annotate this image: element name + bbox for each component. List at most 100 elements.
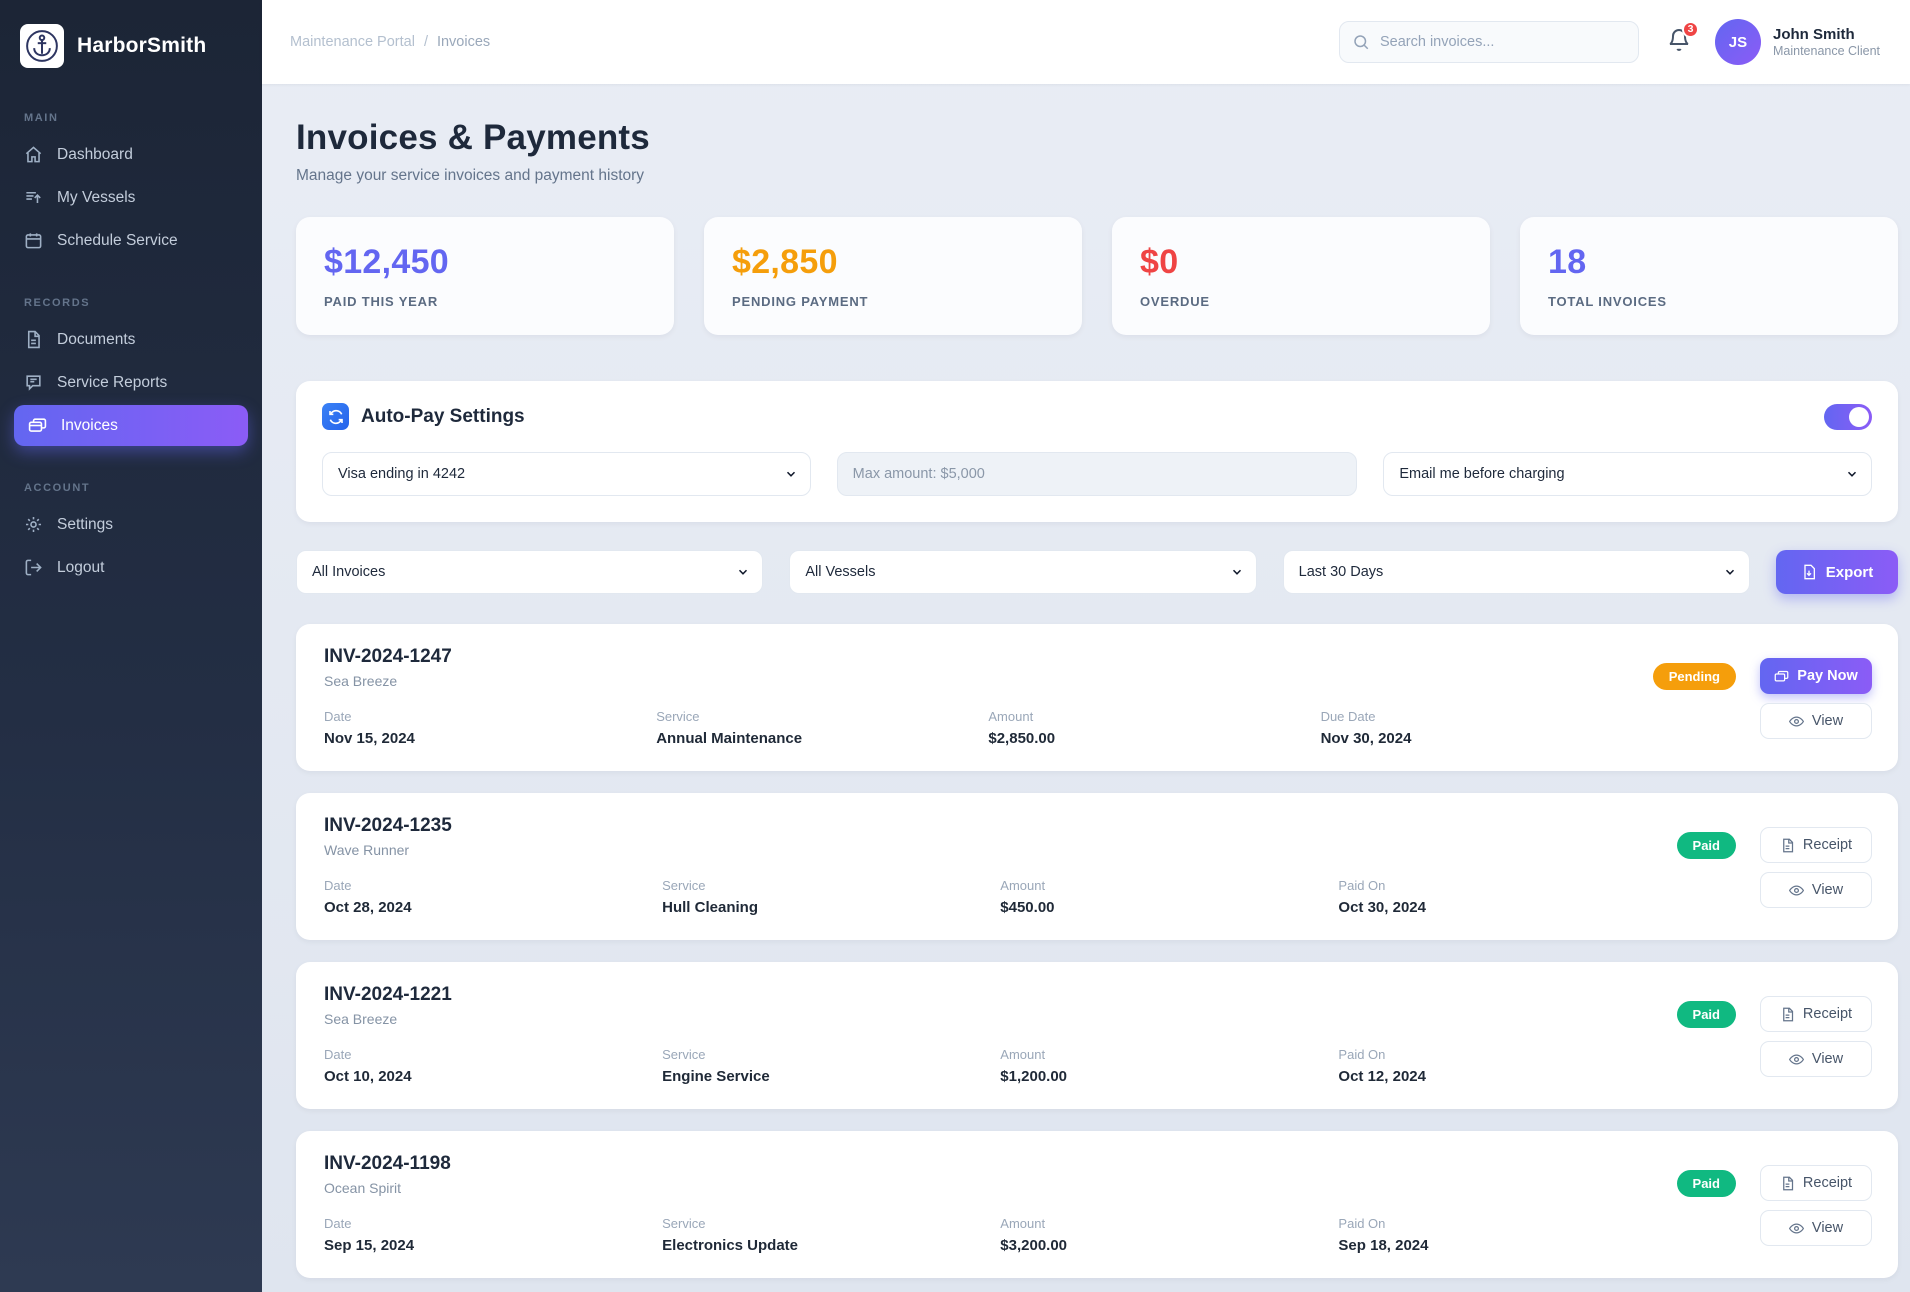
field-label: Date xyxy=(324,878,352,893)
invoice-list: INV-2024-1247 Sea Breeze Date Nov 15, 202… xyxy=(296,624,1898,1278)
invoice-card: INV-2024-1247 Sea Breeze Date Nov 15, 202… xyxy=(296,624,1898,771)
status-badge: Paid xyxy=(1676,1001,1736,1028)
field-label: Paid On xyxy=(1338,1216,1386,1231)
invoice-filter-select[interactable]: All Invoices xyxy=(296,550,764,594)
date-filter-select[interactable]: Last 30 Days xyxy=(1282,550,1750,594)
view-button[interactable]: View xyxy=(1760,872,1872,908)
field-value: Annual Maintenance xyxy=(656,730,803,747)
pay-now-button[interactable]: Pay Now xyxy=(1760,658,1872,694)
receipt-button[interactable]: Receipt xyxy=(1760,827,1872,863)
sidebar-item-my-vessels[interactable]: My Vessels xyxy=(0,177,262,218)
filters-row: All Invoices All Vessels Last 30 Days Ex… xyxy=(296,550,1898,594)
field-value: Oct 30, 2024 xyxy=(1338,899,1426,916)
view-button[interactable]: View xyxy=(1760,703,1872,739)
sidebar-item-invoices[interactable]: Invoices xyxy=(14,405,248,446)
breadcrumb-parent[interactable]: Maintenance Portal xyxy=(290,34,415,50)
sidebar-item-label: Documents xyxy=(57,330,136,348)
sidebar-item-logout[interactable]: Logout xyxy=(0,547,262,588)
stat-value: 18 xyxy=(1548,243,1587,281)
max-amount-input[interactable] xyxy=(836,452,1358,496)
search-box xyxy=(1338,21,1639,63)
sidebar-item-settings[interactable]: Settings xyxy=(0,504,262,545)
user-name: John Smith xyxy=(1772,25,1855,43)
date-filter-wrap: Last 30 Days xyxy=(1282,550,1750,594)
stat-label: OVERDUE xyxy=(1140,294,1210,309)
invoice-card: INV-2024-1221 Sea Breeze Date Oct 10, 202… xyxy=(296,962,1898,1109)
field-value: $450.00 xyxy=(1000,899,1055,916)
stat-value: $12,450 xyxy=(324,243,450,281)
calendar-icon xyxy=(25,233,42,249)
field-value: $2,850.00 xyxy=(988,730,1056,747)
report-icon xyxy=(26,375,41,391)
button-label: Receipt xyxy=(1802,1175,1853,1191)
receipt-button[interactable]: Receipt xyxy=(1760,996,1872,1032)
breadcrumb: Maintenance Portal / Invoices xyxy=(290,34,490,50)
eye-icon xyxy=(1788,1222,1804,1234)
field-value: Engine Service xyxy=(662,1068,770,1085)
card-icon xyxy=(1774,670,1789,681)
invoice-card: INV-2024-1198 Ocean Spirit Date Sep 15, 2… xyxy=(296,1131,1898,1278)
export-button[interactable]: Export xyxy=(1775,550,1898,594)
vessel-filter-select[interactable]: All Vessels xyxy=(789,550,1257,594)
invoice-card-icon xyxy=(28,418,47,432)
toggle-knob xyxy=(1849,406,1869,427)
search-icon xyxy=(1354,35,1369,50)
breadcrumb-separator: / xyxy=(423,34,428,50)
sidebar-item-schedule-service[interactable]: Schedule Service xyxy=(0,220,262,261)
invoice-number: INV-2024-1221 xyxy=(324,984,452,1005)
page-subtitle: Manage your service invoices and payment… xyxy=(296,167,645,184)
sidebar-item-dashboard[interactable]: Dashboard xyxy=(0,134,262,175)
field-value: Oct 12, 2024 xyxy=(1338,1068,1426,1085)
stat-card-overdue: $0 OVERDUE xyxy=(1112,217,1490,335)
invoice-card: INV-2024-1235 Wave Runner Date Oct 28, 20… xyxy=(296,793,1898,940)
sidebar-section-account: ACCOUNT Settings Logout xyxy=(0,482,262,590)
notify-option-select[interactable]: Email me before charging xyxy=(1383,452,1873,496)
autopay-title: Auto-Pay Settings xyxy=(361,405,525,427)
eye-icon xyxy=(1788,715,1804,727)
field-label: Date xyxy=(324,709,352,724)
autopay-toggle[interactable] xyxy=(1824,403,1872,430)
logout-icon xyxy=(25,559,42,576)
field-value: Sep 18, 2024 xyxy=(1338,1237,1429,1254)
view-button[interactable]: View xyxy=(1760,1041,1872,1077)
search-input[interactable] xyxy=(1338,21,1639,63)
sidebar-item-service-reports[interactable]: Service Reports xyxy=(0,362,262,403)
invoice-number: INV-2024-1235 xyxy=(324,815,452,836)
page-title: Invoices & Payments xyxy=(296,118,650,157)
field-label: Paid On xyxy=(1338,1047,1386,1062)
vessels-icon xyxy=(26,191,41,204)
field-label: Amount xyxy=(1000,1216,1046,1231)
sidebar: HarborSmith MAIN Dashboard My Vessels Sc… xyxy=(0,0,262,1292)
brand-name: HarborSmith xyxy=(77,34,207,57)
invoice-vessel: Sea Breeze xyxy=(324,1011,398,1027)
receipt-button[interactable]: Receipt xyxy=(1760,1165,1872,1201)
section-label: MAIN xyxy=(24,112,59,124)
field-value: Oct 28, 2024 xyxy=(324,899,412,916)
user-menu[interactable]: JS John Smith Maintenance Client xyxy=(1714,19,1880,65)
sidebar-item-label: Logout xyxy=(57,558,105,576)
field-label: Amount xyxy=(988,709,1034,724)
bell-icon xyxy=(1669,28,1689,51)
user-role: Maintenance Client xyxy=(1772,44,1880,59)
receipt-icon xyxy=(1783,1007,1794,1021)
sidebar-item-documents[interactable]: Documents xyxy=(0,319,262,360)
field-value: Nov 30, 2024 xyxy=(1320,730,1412,747)
invoice-number: INV-2024-1247 xyxy=(324,646,452,667)
payment-method-select[interactable]: Visa ending in 4242 xyxy=(322,452,811,496)
gear-icon xyxy=(25,516,42,533)
status-badge: Paid xyxy=(1676,1170,1736,1197)
field-label: Amount xyxy=(1000,878,1046,893)
sidebar-section-records: RECORDS Documents Service Reports Invoic… xyxy=(0,297,262,448)
notification-count-badge: 3 xyxy=(1681,20,1699,38)
invoice-vessel: Sea Breeze xyxy=(324,673,398,689)
autopay-settings-card: Auto-Pay Settings Visa ending in 4242 Em… xyxy=(296,381,1898,522)
section-label: ACCOUNT xyxy=(24,482,91,494)
invoice-vessel: Wave Runner xyxy=(324,842,410,858)
view-button[interactable]: View xyxy=(1760,1210,1872,1246)
field-label: Amount xyxy=(1000,1047,1046,1062)
notifications-button[interactable]: 3 xyxy=(1667,20,1699,57)
button-label: View xyxy=(1811,882,1844,898)
field-value: $1,200.00 xyxy=(1000,1068,1068,1085)
stat-label: PAID THIS YEAR xyxy=(324,294,439,309)
stat-label: PENDING PAYMENT xyxy=(732,294,869,309)
